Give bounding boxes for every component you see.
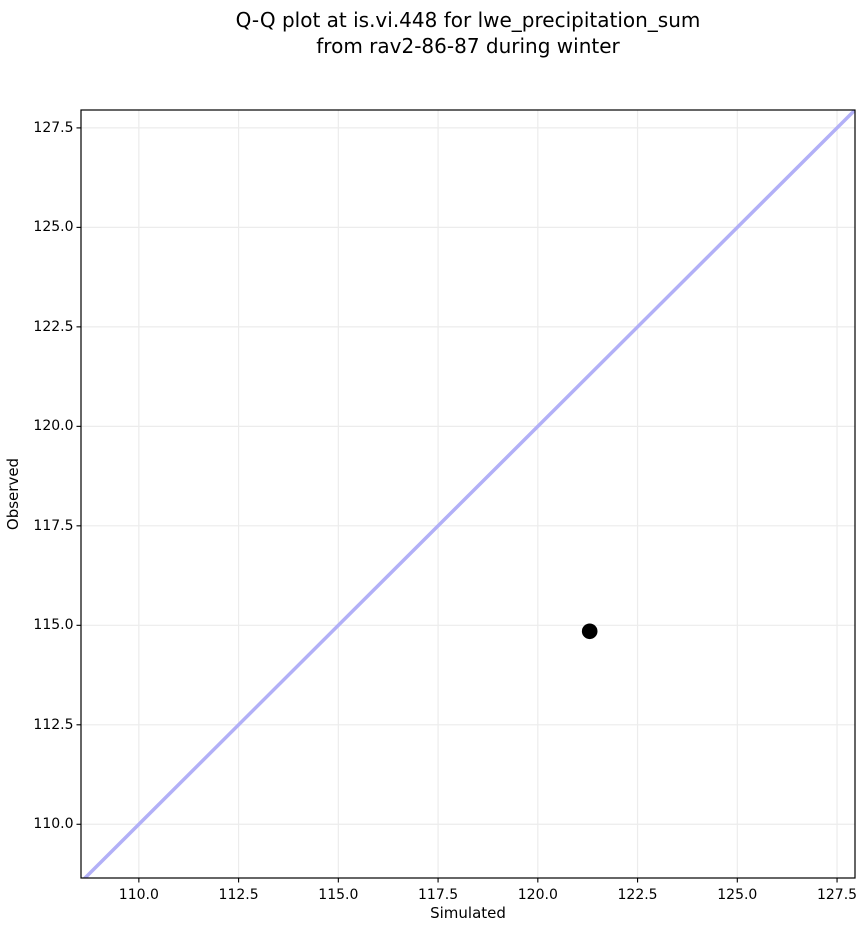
y-tick-label: 112.5 — [33, 716, 74, 733]
x-tick-label: 125.0 — [717, 886, 758, 903]
chart-title: Q-Q plot at is.vi.448 for lwe_precipitat… — [81, 7, 855, 59]
x-tick-label: 117.5 — [418, 886, 459, 903]
y-tick-label: 110.0 — [33, 816, 74, 833]
x-tick-label: 127.5 — [816, 886, 858, 903]
identity-line — [82, 110, 855, 878]
y-tick-label: 127.5 — [33, 119, 74, 136]
y-tick-label: 115.0 — [33, 617, 74, 634]
x-tick-label: 110.0 — [118, 886, 159, 903]
y-axis-label: Observed — [4, 457, 22, 531]
plot-border — [80, 109, 856, 879]
x-tick-label: 115.0 — [318, 886, 359, 903]
x-tick-label: 112.5 — [218, 886, 259, 903]
data-point — [581, 623, 598, 640]
chart-title-line-1: Q-Q plot at is.vi.448 for lwe_precipitat… — [235, 8, 701, 32]
x-tick-label: 122.5 — [617, 886, 658, 903]
y-tick-label: 122.5 — [33, 318, 74, 335]
y-tick-label: 125.0 — [33, 219, 74, 236]
chart-title-line-2: from rav2-86-87 during winter — [316, 34, 620, 58]
x-axis-label: Simulated — [430, 904, 506, 922]
x-tick-label: 120.0 — [517, 886, 558, 903]
y-tick-label: 120.0 — [33, 418, 74, 435]
y-tick-label: 117.5 — [33, 517, 74, 534]
